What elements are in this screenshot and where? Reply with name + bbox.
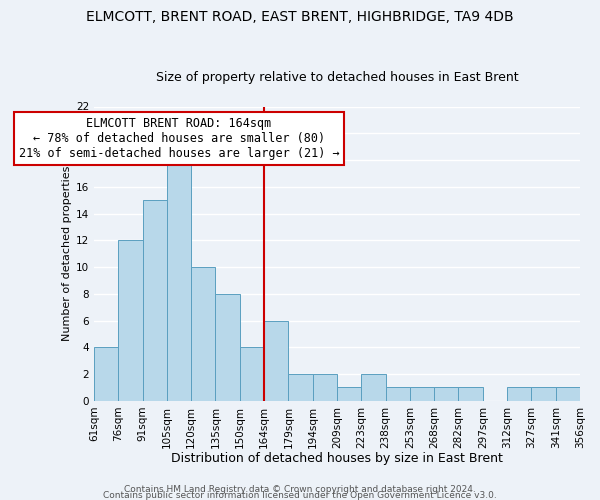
X-axis label: Distribution of detached houses by size in East Brent: Distribution of detached houses by size …: [171, 452, 503, 465]
Bar: [215, 294, 240, 401]
Bar: [410, 388, 434, 401]
Y-axis label: Number of detached properties: Number of detached properties: [62, 166, 71, 342]
Bar: [289, 374, 313, 401]
Text: ELMCOTT BRENT ROAD: 164sqm
← 78% of detached houses are smaller (80)
21% of semi: ELMCOTT BRENT ROAD: 164sqm ← 78% of deta…: [19, 117, 340, 160]
Bar: [532, 388, 556, 401]
Text: ELMCOTT, BRENT ROAD, EAST BRENT, HIGHBRIDGE, TA9 4DB: ELMCOTT, BRENT ROAD, EAST BRENT, HIGHBRI…: [86, 10, 514, 24]
Bar: [337, 388, 361, 401]
Bar: [94, 348, 118, 401]
Bar: [143, 200, 167, 401]
Bar: [434, 388, 458, 401]
Title: Size of property relative to detached houses in East Brent: Size of property relative to detached ho…: [155, 72, 518, 85]
Bar: [167, 160, 191, 401]
Bar: [507, 388, 532, 401]
Bar: [240, 348, 264, 401]
Bar: [458, 388, 483, 401]
Bar: [556, 388, 580, 401]
Text: Contains public sector information licensed under the Open Government Licence v3: Contains public sector information licen…: [103, 490, 497, 500]
Bar: [313, 374, 337, 401]
Text: Contains HM Land Registry data © Crown copyright and database right 2024.: Contains HM Land Registry data © Crown c…: [124, 484, 476, 494]
Bar: [264, 320, 289, 401]
Bar: [361, 374, 386, 401]
Bar: [386, 388, 410, 401]
Bar: [118, 240, 143, 401]
Bar: [191, 267, 215, 401]
